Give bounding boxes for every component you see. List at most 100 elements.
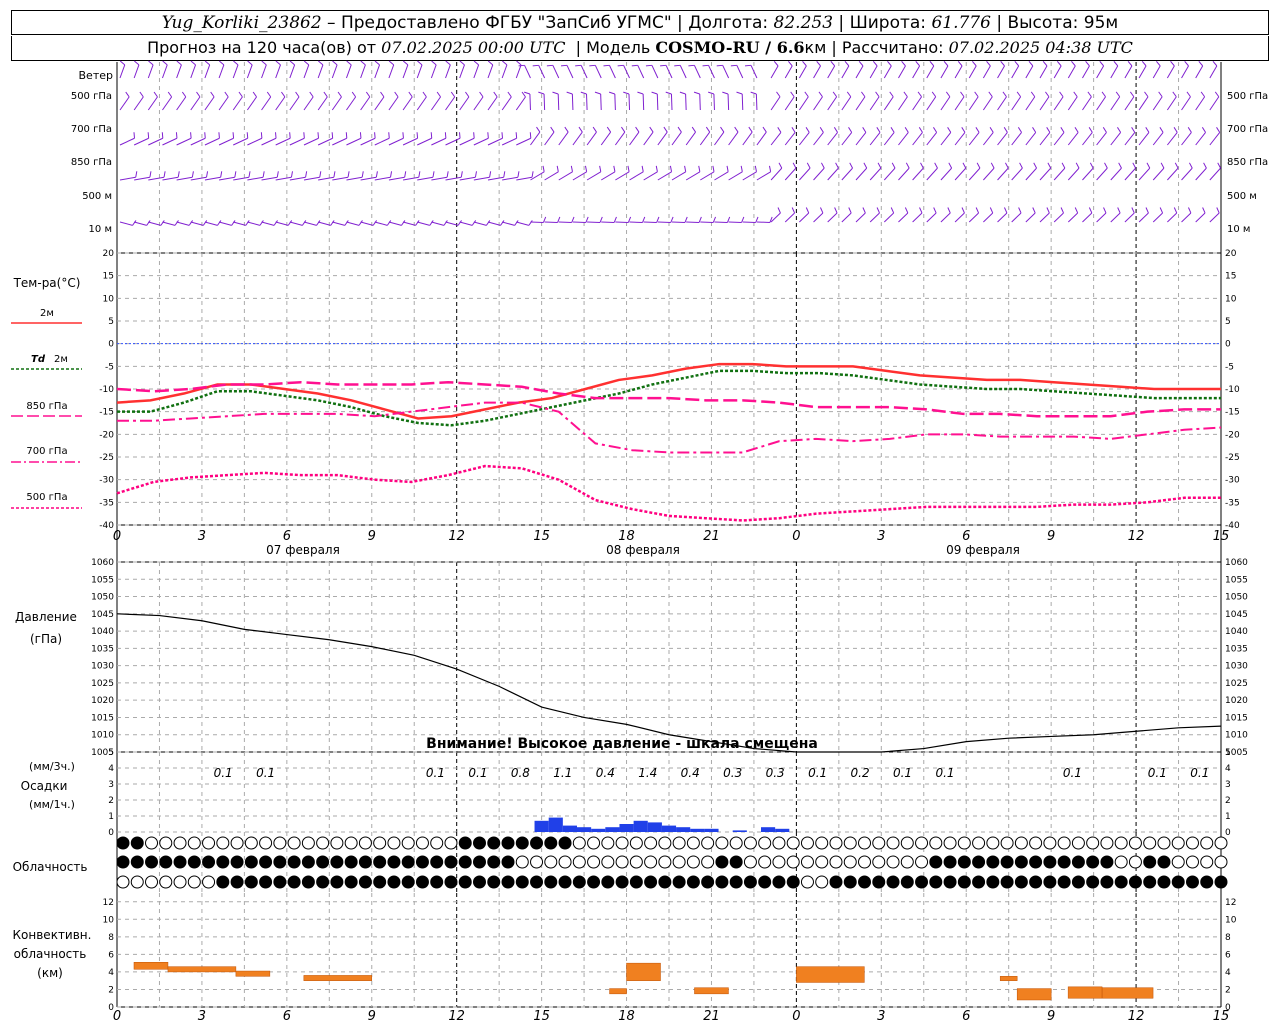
cloud-cover-mark [530, 855, 544, 869]
cloud-cover-mark [216, 875, 230, 889]
wind-barb [289, 176, 306, 181]
wind-barb [289, 64, 296, 79]
wind-barb [1096, 96, 1106, 111]
wind-barb [501, 96, 512, 111]
cloud-cover-mark [743, 875, 757, 889]
wind-barb [1209, 132, 1221, 146]
wind-barb-feather [762, 126, 767, 133]
wind-barb [813, 96, 823, 111]
wind-barb [544, 131, 555, 146]
wind-barb-feather [266, 91, 272, 98]
cloud-cover-mark [316, 855, 330, 869]
wind-barb-feather [875, 91, 880, 98]
wind-barb-feather [489, 171, 492, 178]
ytick-right-pressure: 1055 [1225, 575, 1248, 585]
wind-barb [233, 176, 250, 181]
wind-barb [940, 96, 951, 111]
cloud-cover-mark [644, 855, 658, 869]
ytick-right-pressure: 1010 [1225, 731, 1248, 741]
cloud-cover-mark [701, 855, 715, 869]
cloud-cover-mark [572, 836, 586, 850]
wind-barb-feather [702, 64, 709, 67]
wind-barb-feather [848, 207, 852, 214]
wind-barb-feather [665, 91, 672, 95]
wind-barb [289, 221, 303, 226]
ytick-left-temperature: 0 [108, 340, 114, 350]
wind-barb [176, 221, 190, 226]
wind-barb-feather [233, 60, 239, 66]
wind-barb [883, 96, 894, 111]
wind-barb [346, 221, 360, 226]
wind-barb [983, 167, 995, 181]
wind-barb-feather [1085, 60, 1090, 67]
wind-barb [615, 171, 630, 181]
wind-barb-feather [712, 165, 715, 172]
ytick-left-temperature: -20 [99, 430, 114, 440]
wind-barb [445, 221, 459, 226]
cloud-cover-mark [1157, 836, 1171, 850]
precip-unit-3h: (мм/3ч.) [29, 760, 75, 773]
wind-barb [926, 65, 935, 79]
wind-barb [218, 176, 235, 181]
cloud-cover-mark [501, 875, 515, 889]
cloud-cover-mark [672, 855, 686, 869]
ytick-right-temperature: 15 [1225, 272, 1236, 282]
wind-barb-feather [135, 171, 138, 178]
cloud-cover-mark [644, 875, 658, 889]
wind-barb-feather [281, 91, 286, 98]
wind-barb-feather [862, 207, 866, 214]
ytick-right-precipitation: 0 [1225, 828, 1231, 838]
wind-barb [699, 93, 701, 111]
precip-bar [732, 830, 747, 832]
wind-barb [558, 131, 569, 146]
wind-barb [997, 65, 1005, 79]
wind-barb-feather [429, 220, 434, 226]
cloud-cover-mark [159, 836, 173, 850]
wind-barb-feather [805, 207, 810, 214]
wind-barb-feather [344, 220, 349, 226]
wind-barb-feather [890, 127, 895, 133]
wind-barb-feather [1214, 91, 1220, 98]
wind-barb-feather [289, 132, 291, 139]
ytick-right-pressure: 1050 [1225, 593, 1248, 603]
cloud-cover-mark [872, 855, 886, 869]
wind-barb-feather [1102, 127, 1107, 133]
wind-barb [360, 96, 371, 111]
wind-barb-feather [603, 64, 610, 67]
wind-barb [1096, 132, 1107, 146]
wind-barb [898, 65, 906, 79]
wind-barb-feather [517, 171, 520, 178]
cloud-cover-mark [273, 875, 287, 889]
wind-barb-feather [1088, 127, 1093, 133]
precip-bar [690, 828, 705, 832]
cloud-cover-mark [145, 836, 159, 850]
wind-barb [1167, 167, 1179, 181]
wind-barb [1025, 212, 1036, 223]
wind-barb [134, 221, 147, 226]
ytick-left-temperature: -5 [105, 362, 114, 372]
temp-series-line-0 [116, 362, 1221, 420]
wind-barb-feather [787, 60, 793, 67]
wind-barb-feather [550, 126, 555, 133]
cloud-cover-mark [1043, 855, 1057, 869]
wind-barb-feather [473, 60, 479, 66]
wind-barb [1195, 132, 1206, 146]
ytick-right-pressure: 1020 [1225, 696, 1248, 706]
cloud-cover-mark [829, 855, 843, 869]
precip-3h-label: 0.1 [1063, 766, 1082, 780]
wind-barb [530, 131, 541, 146]
wind-barb-feather [1184, 60, 1189, 67]
ytick-right-convective: 10 [1225, 915, 1237, 925]
ytick-left-pressure: 1020 [91, 696, 114, 706]
wind-barb [736, 65, 744, 79]
cloud-cover-mark [401, 855, 415, 869]
cloud-cover-mark [758, 855, 772, 869]
wind-barb [346, 137, 362, 146]
wind-barb-feather [388, 132, 390, 139]
wind-barb [855, 132, 867, 146]
cloud-cover-mark [1171, 855, 1185, 869]
cloud-cover-mark [786, 836, 800, 850]
wind-barb-feather [1198, 60, 1204, 67]
wind-barb-feather [670, 216, 674, 223]
cloud-cover-mark [972, 875, 986, 889]
